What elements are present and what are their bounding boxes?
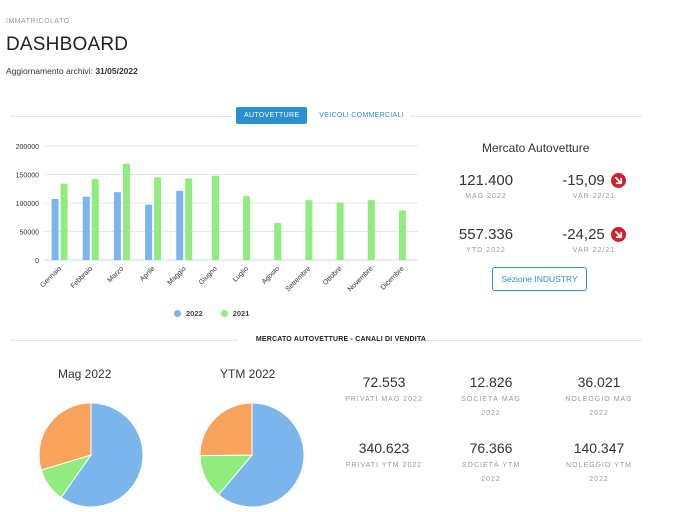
pie-slice-privati[interactable] [60, 402, 144, 508]
down-arrow-icon [610, 173, 626, 188]
x-tick-label: Dicembre [380, 265, 406, 291]
channels-title: MERCATO AUTOVETTURE - CANALI DI VENDITA [255, 336, 427, 343]
channel-stat-noleggio-mag: 36.021 NOLEGGIO MAG 2022 [549, 374, 649, 421]
channel-stat-noleggio-ytm: 140.347 NOLEGGIO YTM 2022 [549, 440, 649, 487]
channel-stat-privati-ytm: 340.623 PRIVATI YTM 2022 [334, 440, 434, 473]
bar-2021[interactable] [60, 183, 68, 260]
pie-title-mag: Mag 2022 [58, 367, 112, 381]
stat-ytd-2022: 557.336 YTD 2022 [440, 226, 532, 254]
x-tick-label: Ottobre [322, 265, 344, 287]
industry-section-button[interactable]: Sezione INDUSTRY [492, 267, 587, 291]
x-tick-label: Maggio [166, 265, 187, 286]
tab-autovetture[interactable]: AUTOVETTURE [236, 107, 308, 124]
stat-value: 76.366 [469, 440, 513, 456]
legend-dot-2021 [220, 310, 228, 317]
x-tick-label: Gennaio [39, 265, 63, 289]
bar-2022[interactable] [113, 192, 121, 260]
divider-channels-right [420, 340, 642, 341]
bar-2021[interactable] [305, 200, 313, 260]
x-tick-label: Marzo [107, 265, 126, 284]
x-tick-label: Aprile [139, 265, 157, 283]
stat-value: 72.553 [362, 374, 406, 390]
stat-var-ytd: -24,25 VAR 22/21 [548, 226, 640, 254]
stat-mag-2022: 121.400 MAG 2022 [440, 172, 532, 200]
stat-value: 121.400 [458, 172, 514, 189]
legend-label-2021: 2021 [232, 309, 250, 318]
legend-dot-2022 [174, 310, 181, 317]
y-tick-label: 50000 [20, 230, 40, 237]
bar-2021[interactable] [398, 210, 406, 260]
stat-value: 340.623 [358, 440, 410, 456]
bar-2021[interactable] [185, 178, 193, 260]
bar-2022[interactable] [145, 204, 153, 260]
stat-label: SOCIETÀ MAG 2022 [461, 396, 521, 417]
x-tick-label: Novembre [347, 265, 375, 293]
x-tick-label: Settembre [285, 265, 313, 293]
channel-stat-societa-mag: 12.826 SOCIETÀ MAG 2022 [441, 374, 541, 421]
x-tick-label: Agosto [261, 265, 281, 285]
stat-value: 557.336 [458, 226, 514, 243]
stat-value: 140.347 [573, 440, 625, 456]
stat-value: 12.826 [469, 374, 513, 390]
stat-label: NOLEGGIO YTM 2022 [566, 462, 632, 483]
monthly-bar-chart: 0 50000 100000 150000 200000 Gennaio Febbraio M… [16, 144, 418, 293]
pie-slice-privati[interactable] [217, 402, 305, 508]
pie-slice-noleggio[interactable] [38, 402, 92, 471]
channel-stat-societa-ytm: 76.366 SOCIETÀ YTM 2022 [441, 440, 541, 487]
pie-chart-ytm-2022 [199, 402, 305, 508]
bar-2021[interactable] [211, 175, 219, 260]
stat-label: MAG 2022 [465, 193, 507, 200]
bar-2021[interactable] [243, 196, 251, 260]
bar-2021[interactable] [274, 222, 282, 260]
stat-label: PRIVATI MAG 2022 [345, 396, 423, 403]
update-label: Aggiornamento archivi: [6, 66, 93, 76]
stat-value: -24,25 [562, 226, 605, 243]
bar-2021[interactable] [91, 179, 99, 260]
bar-2021[interactable] [336, 202, 344, 260]
legend-item-2021[interactable]: 2021 [220, 309, 250, 318]
y-tick-label: 150000 [16, 173, 39, 180]
legend-item-2022[interactable]: 2022 [174, 309, 203, 318]
stat-label: PRIVATI YTM 2022 [345, 462, 423, 469]
stat-label: SOCIETÀ YTM 2022 [461, 462, 521, 483]
divider-top-left [10, 116, 232, 117]
stat-label: YTD 2022 [466, 247, 506, 254]
tab-veicoli-commerciali[interactable]: VEICOLI COMMERCIALI [319, 112, 404, 119]
stat-value: -15,09 [562, 172, 605, 189]
y-tick-label: 200000 [16, 144, 39, 151]
down-arrow-icon [610, 227, 626, 242]
chart-legend: 2022 2021 [174, 309, 267, 318]
bar-2021[interactable] [154, 177, 162, 260]
y-tick-label: 100000 [16, 201, 39, 208]
stat-label: NOLEGGIO MAG 2022 [565, 396, 633, 417]
update-info: Aggiornamento archivi: 31/05/2022 [6, 66, 138, 76]
vehicle-tabs: AUTOVETTURE VEICOLI COMMERCIALI [236, 107, 412, 124]
bar-2022[interactable] [176, 190, 184, 260]
market-title: Mercato Autovetture [482, 141, 590, 155]
bar-2022[interactable] [82, 196, 90, 260]
pie-chart-mag-2022 [38, 402, 144, 508]
stat-label: VAR 22/21 [572, 193, 616, 200]
pie-title-ytm: YTM 2022 [220, 367, 276, 381]
divider-top-right [410, 116, 642, 117]
eyebrow-label: IMMATRICOLATO [6, 18, 70, 25]
x-tick-label: Giugno [198, 265, 219, 286]
channel-stat-privati-mag: 72.553 PRIVATI MAG 2022 [334, 374, 434, 407]
y-tick-label: 0 [35, 258, 39, 265]
x-tick-label: Luglio [232, 265, 250, 283]
bar-2021[interactable] [367, 200, 375, 260]
page-title: DASHBOARD [6, 34, 129, 55]
stat-var-mag: -15,09 VAR 22/21 [548, 172, 640, 200]
divider-channels-left [10, 340, 238, 341]
pie-slice-noleggio[interactable] [199, 402, 253, 457]
bar-2021[interactable] [122, 163, 130, 260]
bar-2022[interactable] [51, 199, 59, 260]
stat-value: 36.021 [577, 374, 621, 390]
update-date: 31/05/2022 [95, 66, 138, 76]
stat-label: VAR 22/21 [572, 247, 616, 254]
x-tick-label: Febbraio [70, 265, 95, 290]
legend-label-2022: 2022 [186, 309, 203, 318]
